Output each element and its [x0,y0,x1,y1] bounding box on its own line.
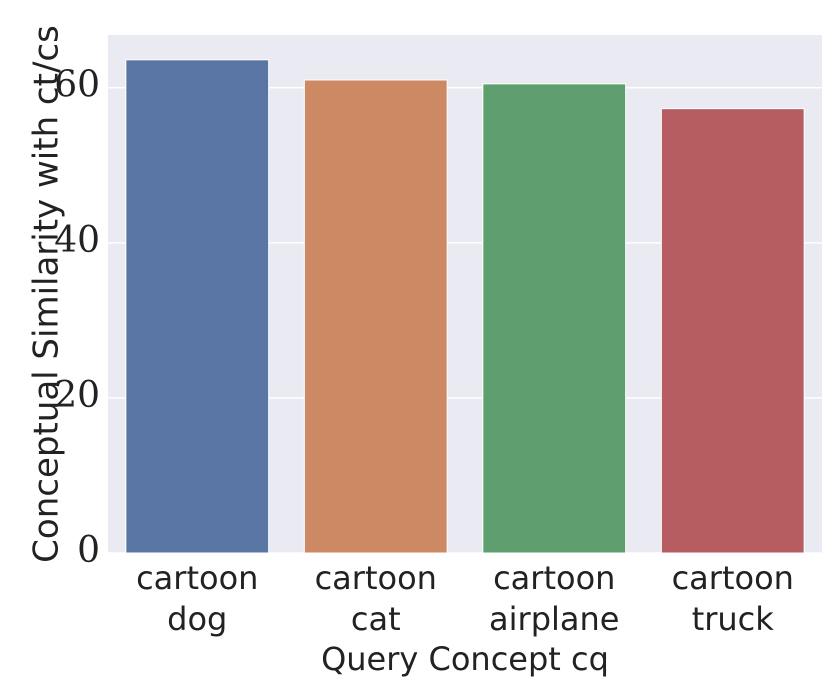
bar [482,83,627,554]
x-tick-label: cartoon dog [136,559,259,638]
y-tick-label: 20 [54,375,100,416]
y-tick-label: 0 [77,530,100,571]
bar [125,59,270,554]
x-tick-label: cartoon cat [314,559,437,638]
y-tick-label: 60 [54,65,100,106]
y-axis-label: Conceptual Similarity with ct/cs [27,25,67,563]
x-tick-label: cartoon truck [671,559,794,638]
bar [303,79,448,554]
bar [660,108,805,554]
x-tick-label: cartoon airplane [489,559,620,638]
y-tick-label: 40 [54,220,100,261]
x-axis-label: Query Concept cq [321,640,609,678]
